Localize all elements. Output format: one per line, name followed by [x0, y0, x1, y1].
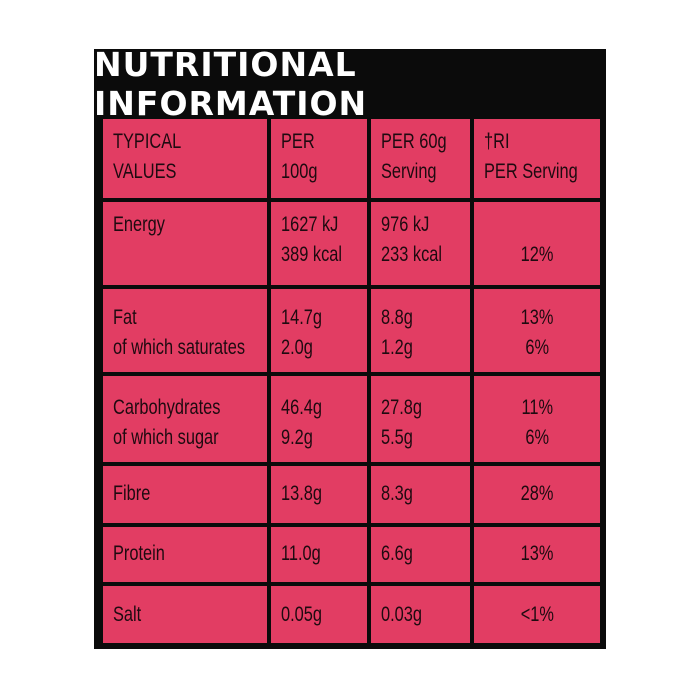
row-salt-nutrient: Salt: [103, 586, 267, 643]
row-carbs-nutrient: Carbohydrates of which sugar: [103, 376, 267, 462]
fibre-per100: 13.8g: [281, 482, 322, 505]
energy-label: Energy: [113, 213, 165, 236]
energy-serving-kj: 976 kJ: [381, 213, 430, 236]
salt-label: Salt: [113, 603, 142, 626]
row-energy-ri: 12%: [474, 202, 600, 285]
row-fibre-per100: 13.8g: [271, 466, 367, 523]
protein-ri: 13%: [520, 542, 554, 565]
row-fat-ri: 13% 6%: [474, 289, 600, 372]
row-salt-ri: <1%: [474, 586, 600, 643]
row-energy-per-serving: 976 kJ 233 kcal: [371, 202, 470, 285]
row-protein-per100: 11.0g: [271, 527, 367, 582]
row-carbs-ri: 11% 6%: [474, 376, 600, 462]
header-typical-values: TYPICAL VALUES: [103, 119, 267, 198]
carbs-ri: 11%: [521, 396, 553, 419]
header-per100-line2: 100g: [281, 160, 318, 183]
sugar-label: of which sugar: [113, 426, 219, 449]
sugar-serving: 5.5g: [381, 426, 413, 449]
row-energy-nutrient: Energy: [103, 202, 267, 285]
sugar-ri: 6%: [525, 426, 549, 449]
carbs-per100: 46.4g: [281, 396, 322, 419]
row-fibre-nutrient: Fibre: [103, 466, 267, 523]
salt-ri: <1%: [520, 603, 554, 626]
saturates-serving: 1.2g: [381, 336, 413, 359]
fibre-label: Fibre: [113, 482, 151, 505]
saturates-per100: 2.0g: [281, 336, 313, 359]
salt-per100: 0.05g: [281, 603, 322, 626]
row-protein-per-serving: 6.6g: [371, 527, 470, 582]
row-carbs-per100: 46.4g 9.2g: [271, 376, 367, 462]
protein-per100: 11.0g: [281, 542, 321, 565]
protein-label: Protein: [113, 542, 165, 565]
header-serving-line1: PER 60g: [381, 130, 447, 153]
row-fat-per-serving: 8.8g 1.2g: [371, 289, 470, 372]
energy-ri-value: 12%: [520, 243, 554, 266]
row-energy-per100: 1627 kJ 389 kcal: [271, 202, 367, 285]
row-fibre-ri: 28%: [474, 466, 600, 523]
row-fibre-per-serving: 8.3g: [371, 466, 470, 523]
energy-serving-kcal: 233 kcal: [381, 243, 443, 266]
fibre-ri: 28%: [520, 482, 554, 505]
fat-serving: 8.8g: [381, 306, 413, 329]
saturates-ri: 6%: [525, 336, 549, 359]
salt-serving: 0.03g: [381, 603, 422, 626]
row-salt-per100: 0.05g: [271, 586, 367, 643]
row-protein-nutrient: Protein: [103, 527, 267, 582]
energy-per100-kj: 1627 kJ: [281, 213, 339, 236]
header-ri-line1: †RI: [484, 130, 510, 153]
row-salt-per-serving: 0.03g: [371, 586, 470, 643]
label-title-text: NUTRITIONAL INFORMATION: [94, 45, 368, 123]
header-typical-line1: TYPICAL: [113, 130, 182, 153]
header-serving-line2: Serving: [381, 160, 437, 183]
header-ri-per-serving: †RI PER Serving: [474, 119, 600, 198]
header-per-serving: PER 60g Serving: [371, 119, 470, 198]
nutrition-label: NUTRITIONAL INFORMATION TYPICAL VALUES P…: [94, 45, 606, 649]
row-carbs-per-serving: 27.8g 5.5g: [371, 376, 470, 462]
row-fat-nutrient: Fat of which saturates: [103, 289, 267, 372]
carbs-serving: 27.8g: [381, 396, 422, 419]
header-typical-line2: VALUES: [113, 160, 177, 183]
protein-serving: 6.6g: [381, 542, 413, 565]
header-per-100g: PER 100g: [271, 119, 367, 198]
saturates-label: of which saturates: [113, 336, 246, 359]
fat-label: Fat: [113, 306, 137, 329]
fat-ri: 13%: [520, 306, 554, 329]
fibre-serving: 8.3g: [381, 482, 413, 505]
carbs-label: Carbohydrates: [113, 396, 221, 419]
header-per100-line1: PER: [281, 130, 315, 153]
row-protein-ri: 13%: [474, 527, 600, 582]
header-ri-line2: PER Serving: [484, 160, 578, 183]
fat-per100: 14.7g: [281, 306, 322, 329]
row-fat-per100: 14.7g 2.0g: [271, 289, 367, 372]
label-title: NUTRITIONAL INFORMATION: [94, 45, 606, 123]
sugar-per100: 9.2g: [281, 426, 313, 449]
energy-per100-kcal: 389 kcal: [281, 243, 343, 266]
